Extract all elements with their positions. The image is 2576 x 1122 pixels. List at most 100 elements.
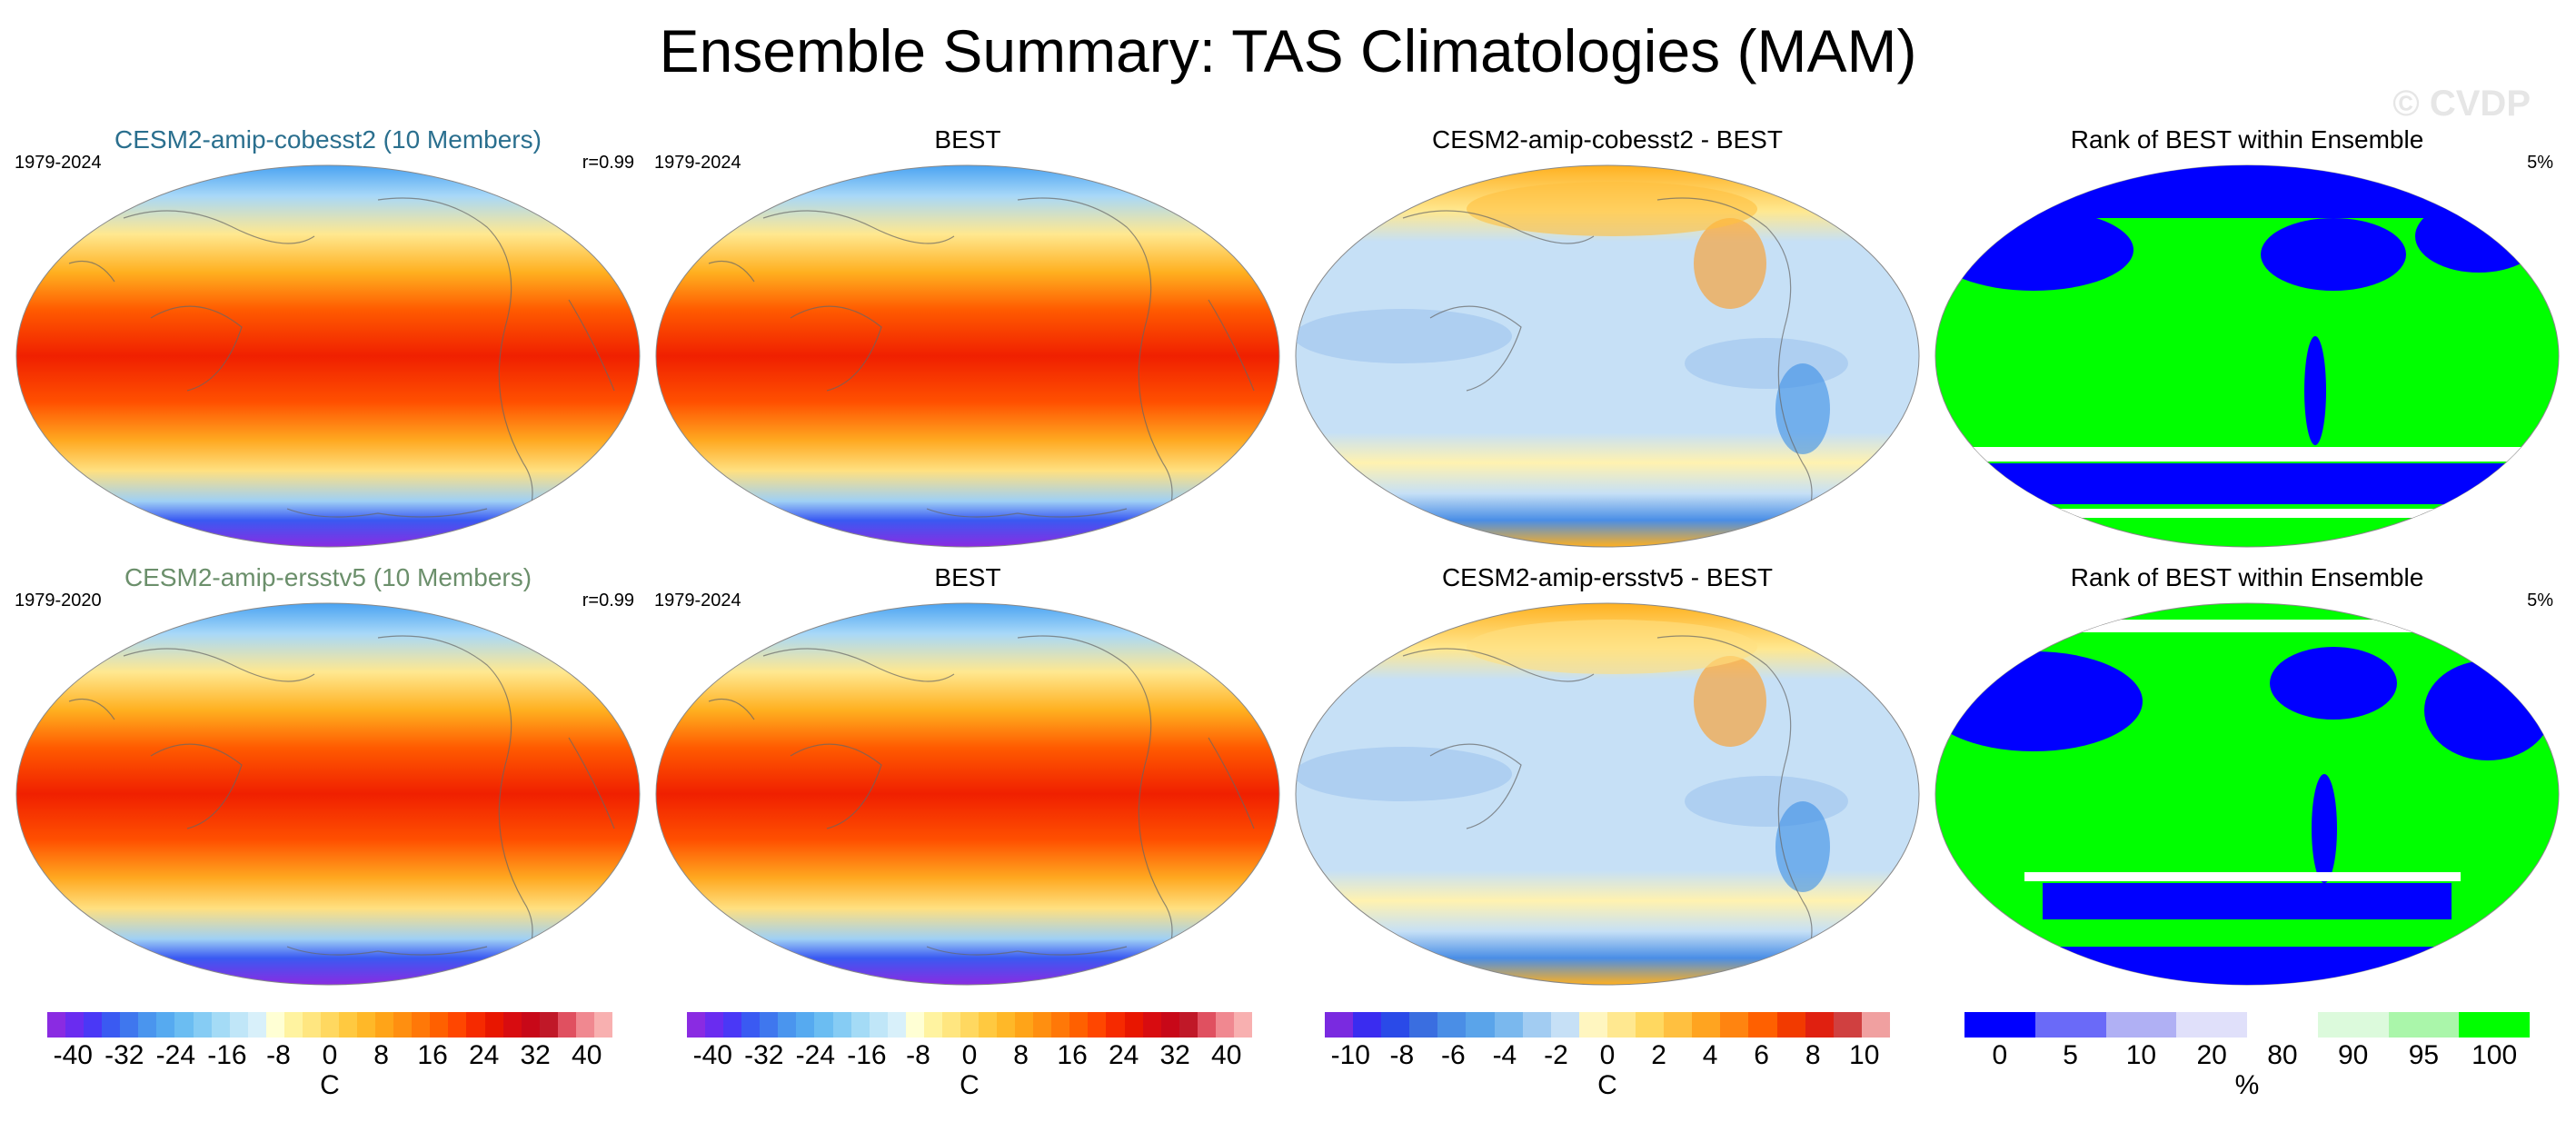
colorbar-swatch bbox=[1606, 1012, 1636, 1038]
difference-map bbox=[1295, 602, 1920, 986]
colorbar-tick-label: 8 bbox=[1013, 1040, 1029, 1070]
colorbar-tick-label: 5 bbox=[2063, 1040, 2078, 1070]
panel-title: CESM2-amip-cobesst2 - BEST bbox=[1432, 125, 1783, 154]
panel-correlation: r=0.99 bbox=[582, 591, 634, 611]
colorbar-swatch bbox=[1197, 1012, 1216, 1038]
colorbar-swatch bbox=[1409, 1012, 1438, 1038]
colorbar-swatch bbox=[156, 1012, 175, 1038]
colorbar-swatch bbox=[1776, 1012, 1805, 1038]
colorbar-swatch bbox=[850, 1012, 870, 1038]
colorbar-tick-label: 80 bbox=[2267, 1040, 2298, 1070]
colorbar-swatch bbox=[521, 1012, 540, 1038]
colorbar-swatch bbox=[120, 1012, 139, 1038]
colorbar-ticks: -40 -32 -24 -16 -8 0 8 16 24 32 40 bbox=[47, 1040, 612, 1071]
colorbar-ticks: -10 -8 -6 -4 -2 0 2 4 6 8 10 bbox=[1325, 1040, 1890, 1071]
colorbar-tick-label: -32 bbox=[744, 1040, 784, 1070]
colorbar-tick-label: -4 bbox=[1492, 1040, 1517, 1070]
panel-years: 1979-2024 bbox=[654, 591, 741, 611]
colorbar-tick-label: -24 bbox=[795, 1040, 836, 1070]
colorbar-tick-label: 6 bbox=[1754, 1040, 1769, 1070]
colorbar-tick-label: -16 bbox=[847, 1040, 887, 1070]
colorbar-tick-label: -40 bbox=[692, 1040, 732, 1070]
colorbar-rank bbox=[1964, 1012, 2530, 1038]
colorbar-swatch bbox=[229, 1012, 248, 1038]
panel-diff-row1: CESM2-amip-cobesst2 - BEST bbox=[1294, 125, 1921, 561]
colorbar-swatch bbox=[2105, 1012, 2177, 1038]
colorbar-tick-label: 32 bbox=[520, 1040, 551, 1070]
colorbar-tick-label: -8 bbox=[266, 1040, 291, 1070]
colorbar-swatch bbox=[1325, 1012, 1354, 1038]
colorbar-tick-label: 20 bbox=[2196, 1040, 2227, 1070]
colorbar-tick-label: 2 bbox=[1651, 1040, 1666, 1070]
figure-title: Ensemble Summary: TAS Climatologies (MAM… bbox=[659, 17, 1917, 84]
colorbar-swatch bbox=[923, 1012, 942, 1038]
panel-years: 1979-2020 bbox=[15, 591, 102, 611]
colorbar-swatch bbox=[941, 1012, 960, 1038]
temperature-map bbox=[655, 602, 1280, 986]
colorbar-unit: C bbox=[1597, 1070, 1617, 1100]
colorbar-tick-label: 40 bbox=[1211, 1040, 1242, 1070]
colorbar-swatch bbox=[796, 1012, 815, 1038]
panel-title: Rank of BEST within Ensemble bbox=[2070, 563, 2424, 591]
colorbar-swatch bbox=[1015, 1012, 1034, 1038]
colorbar-swatch bbox=[593, 1012, 612, 1038]
colorbar-swatch bbox=[1106, 1012, 1125, 1038]
colorbar-swatch bbox=[375, 1012, 394, 1038]
panel-title: Rank of BEST within Ensemble bbox=[2070, 125, 2424, 154]
colorbar-swatch bbox=[814, 1012, 833, 1038]
colorbar-tick-label: 100 bbox=[2472, 1040, 2518, 1070]
colorbar-swatch bbox=[1636, 1012, 1665, 1038]
colorbar-tick-label: 40 bbox=[572, 1040, 602, 1070]
colorbar-swatch bbox=[2317, 1012, 2389, 1038]
colorbar-swatch bbox=[1805, 1012, 1834, 1038]
colorbar-swatch bbox=[1833, 1012, 1862, 1038]
colorbar-swatch bbox=[211, 1012, 230, 1038]
panel-title: CESM2-amip-ersstv5 (10 Members) bbox=[124, 563, 532, 591]
colorbar-swatch bbox=[539, 1012, 558, 1038]
colorbar-difference bbox=[1325, 1012, 1890, 1038]
temperature-map bbox=[655, 164, 1280, 548]
colorbar-swatch bbox=[484, 1012, 503, 1038]
colorbar-swatch bbox=[1466, 1012, 1495, 1038]
colorbar-swatch bbox=[575, 1012, 594, 1038]
colorbar-swatch bbox=[1550, 1012, 1579, 1038]
colorbar-swatch bbox=[2176, 1012, 2247, 1038]
colorbar-swatch bbox=[1051, 1012, 1070, 1038]
colorbar-swatch bbox=[2247, 1012, 2318, 1038]
colorbar-swatch bbox=[1578, 1012, 1607, 1038]
colorbar-tick-label: -40 bbox=[53, 1040, 93, 1070]
colorbar-swatch bbox=[705, 1012, 724, 1038]
colorbar-tick-label: -16 bbox=[207, 1040, 247, 1070]
colorbar-swatch bbox=[760, 1012, 779, 1038]
colorbar-swatch bbox=[1720, 1012, 1749, 1038]
colorbar-swatch bbox=[1664, 1012, 1693, 1038]
colorbar-tick-label: -8 bbox=[1389, 1040, 1415, 1070]
colorbar-swatch bbox=[302, 1012, 321, 1038]
colorbar-unit: % bbox=[2234, 1070, 2260, 1100]
colorbar-temperature-1 bbox=[47, 1012, 612, 1038]
colorbar-swatch bbox=[1088, 1012, 1107, 1038]
colorbar-swatch bbox=[174, 1012, 194, 1038]
colorbar-swatch bbox=[1160, 1012, 1179, 1038]
colorbar-swatch bbox=[1381, 1012, 1410, 1038]
colorbar-swatch bbox=[247, 1012, 266, 1038]
colorbar-swatch bbox=[960, 1012, 979, 1038]
colorbar-tick-label: 8 bbox=[1805, 1040, 1821, 1070]
colorbar-swatch bbox=[1353, 1012, 1382, 1038]
panel-percentile: 5% bbox=[2527, 153, 2553, 173]
colorbar-tick-label: 95 bbox=[2408, 1040, 2440, 1070]
colorbar-swatch bbox=[687, 1012, 706, 1038]
colorbar-unit: C bbox=[320, 1070, 340, 1100]
colorbar-swatch bbox=[1964, 1012, 2035, 1038]
colorbar-tick-label: 16 bbox=[1057, 1040, 1088, 1070]
colorbar-swatch bbox=[357, 1012, 376, 1038]
colorbar-swatch bbox=[283, 1012, 303, 1038]
panel-years: 1979-2024 bbox=[654, 153, 741, 173]
colorbar-swatch bbox=[466, 1012, 485, 1038]
panel-rank-row1: Rank of BEST within Ensemble 5% bbox=[1934, 125, 2561, 561]
colorbar-swatch bbox=[393, 1012, 413, 1038]
colorbar-tick-label: -8 bbox=[906, 1040, 930, 1070]
panel-rank-row2: Rank of BEST within Ensemble 5% bbox=[1934, 563, 2561, 999]
colorbar-swatch bbox=[557, 1012, 576, 1038]
colorbar-swatch bbox=[412, 1012, 431, 1038]
